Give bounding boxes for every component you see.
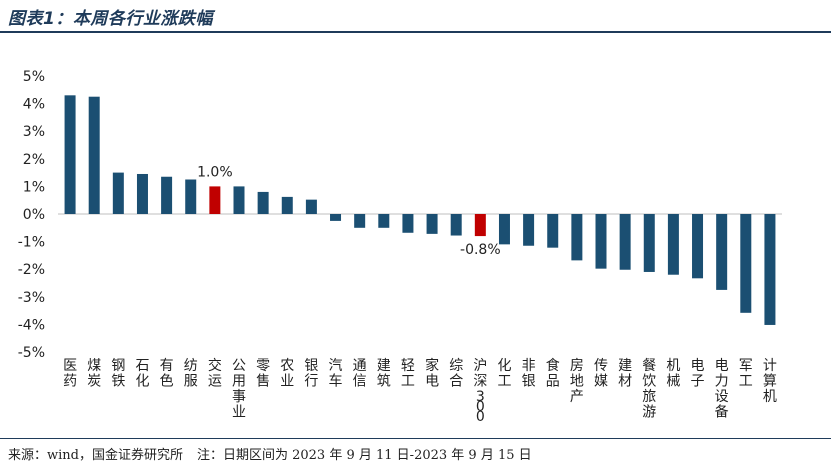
x-tick-label: 机械 xyxy=(666,358,680,390)
x-tick-label: 餐饮旅游 xyxy=(642,358,656,421)
x-tick-label: 电子 xyxy=(691,358,705,390)
x-tick-label: 非银 xyxy=(522,358,536,390)
bar xyxy=(257,191,269,214)
bar xyxy=(136,173,148,214)
y-tick-label: 0% xyxy=(23,207,45,223)
x-tick-label: 有色 xyxy=(160,358,174,390)
bar xyxy=(305,199,317,214)
x-tick-label: 家电 xyxy=(425,357,439,390)
x-tick-label: 纺服 xyxy=(184,358,198,390)
x-tick-label: 传媒 xyxy=(594,358,608,390)
y-tick-label: -2% xyxy=(18,262,45,278)
x-tick-label: 零售 xyxy=(256,358,270,390)
y-tick-label: 1% xyxy=(23,179,45,195)
y-tick-label: 4% xyxy=(23,97,45,113)
bar xyxy=(281,196,293,214)
bar xyxy=(547,214,559,248)
footer: 来源：wind，国金证券研究所 注：日期区间为 2023 年 9 月 11 日-2… xyxy=(8,444,532,463)
x-tick-label: 沪深 3 0 0 xyxy=(473,358,487,425)
y-tick-label: 2% xyxy=(23,152,45,168)
footer-divider xyxy=(0,438,831,439)
x-tick-label: 食品 xyxy=(546,357,560,390)
bar xyxy=(595,214,607,269)
y-tick-label: 5% xyxy=(23,69,45,85)
bar xyxy=(667,214,679,275)
bar xyxy=(426,214,438,234)
bar xyxy=(523,214,535,246)
bar xyxy=(692,214,704,279)
x-tick-label: 建筑 xyxy=(377,358,391,390)
data-label: 1.0% xyxy=(197,164,233,180)
x-tick-label: 电力设备 xyxy=(715,358,729,421)
bar xyxy=(64,95,76,214)
x-tick-label: 农业 xyxy=(280,358,294,390)
x-tick-label: 交运 xyxy=(208,357,222,390)
data-label: -0.8% xyxy=(460,242,501,258)
x-tick-label: 军工 xyxy=(739,358,753,390)
bar xyxy=(354,214,366,228)
y-tick-label: 3% xyxy=(23,124,45,140)
y-tick-label: -3% xyxy=(18,290,45,306)
bar xyxy=(450,214,462,236)
bar xyxy=(209,186,221,214)
date-range-note: 注：日期区间为 2023 年 9 月 11 日-2023 年 9 月 15 日 xyxy=(196,448,532,463)
chart-title: 图表1：本周各行业涨跌幅 xyxy=(8,9,213,29)
x-tick-label: 石化 xyxy=(135,358,149,390)
x-tick-label: 计算机 xyxy=(763,358,777,405)
bar xyxy=(474,214,486,237)
x-tick-label: 银行 xyxy=(304,358,318,390)
bar xyxy=(619,214,631,270)
x-tick-label: 公用事业 xyxy=(232,358,246,421)
bar xyxy=(643,214,655,272)
bar xyxy=(571,214,583,261)
bar xyxy=(716,214,728,290)
bar xyxy=(112,172,124,214)
x-tick-label: 房地产 xyxy=(570,358,584,405)
bar-chart: 5% 4% 3% 2% 1% 0% -1% -2% -3% -4% -5% 医药煤炭钢铁石化有色纺服交… xyxy=(18,69,782,425)
source-note: 来源：wind，国金证券研究所 xyxy=(8,448,183,463)
y-tick-label: -4% xyxy=(18,317,45,333)
y-tick-label: -1% xyxy=(18,235,45,251)
bar xyxy=(161,176,173,214)
bar xyxy=(498,214,510,245)
bar xyxy=(764,214,776,325)
bar xyxy=(185,179,197,214)
x-tick-label: 医药 xyxy=(63,358,77,390)
x-tick-label: 综合 xyxy=(449,358,463,390)
bar xyxy=(402,214,414,233)
x-tick-label: 通信 xyxy=(353,358,367,390)
title-divider xyxy=(0,31,831,33)
x-tick-label: 钢铁 xyxy=(111,358,125,390)
x-tick-label: 汽车 xyxy=(329,358,343,390)
x-tick-label: 建材 xyxy=(618,358,632,390)
x-tick-label: 化工 xyxy=(497,358,511,390)
bar xyxy=(330,214,342,221)
bar xyxy=(88,96,100,214)
bar xyxy=(233,186,245,214)
bar xyxy=(378,214,390,228)
y-tick-label: -5% xyxy=(18,345,45,361)
x-tick-label: 轻工 xyxy=(401,358,415,390)
bar xyxy=(740,214,752,313)
x-tick-label: 煤炭 xyxy=(87,358,101,390)
